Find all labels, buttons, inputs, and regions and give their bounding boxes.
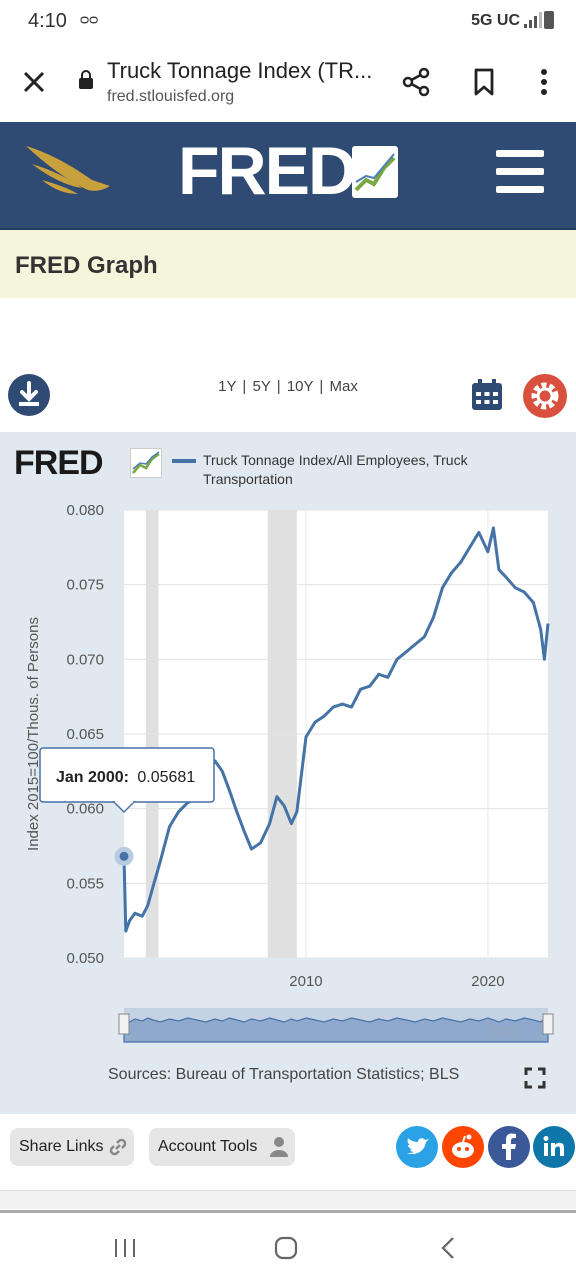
gear-icon[interactable] <box>523 374 567 418</box>
account-tools-label: Account Tools <box>158 1138 258 1155</box>
site-header <box>0 122 576 230</box>
tooltip-date: Jan 2000: <box>56 769 129 786</box>
range-5y-link[interactable]: 5Y <box>252 378 271 395</box>
y-tick-label: 0.070 <box>66 651 104 668</box>
x-axis-ticks: 2010 2020 <box>289 973 504 990</box>
legend-swatch <box>172 459 196 463</box>
navigator-year-label: 2020 <box>490 1024 519 1039</box>
grid-lines <box>124 509 548 959</box>
legend-label: Truck Tonnage Index/All Employees, Truck… <box>203 452 468 487</box>
range-1y-link[interactable]: 1Y <box>218 378 237 395</box>
twitter-icon[interactable] <box>396 1126 438 1168</box>
fullscreen-icon[interactable] <box>524 1067 546 1089</box>
y-tick-label: 0.060 <box>66 801 104 818</box>
chart-mini-logo-icon <box>130 448 162 478</box>
lock-icon <box>79 70 93 89</box>
series-line <box>122 526 550 933</box>
date-range-links: 1Y | 5Y | 10Y | Max <box>0 378 576 395</box>
navigator-left-handle[interactable] <box>118 1013 130 1035</box>
chart-fred-logo: FRED <box>14 444 104 482</box>
range-separator: | <box>276 378 281 395</box>
link-icon <box>109 1138 127 1156</box>
x-tick-label: 2010 <box>289 973 322 990</box>
share-icon[interactable] <box>400 66 432 98</box>
linkedin-icon[interactable] <box>533 1126 575 1168</box>
x-tick-label: 2020 <box>471 973 504 990</box>
eagle-logo-icon[interactable] <box>22 140 114 200</box>
reddit-icon[interactable] <box>442 1126 484 1168</box>
y-tick-label: 0.055 <box>66 875 104 892</box>
account-tools-button[interactable]: Account Tools <box>149 1128 295 1166</box>
more-options-icon[interactable] <box>530 66 558 98</box>
y-axis-label: Index 2015=100/Thous. of Persons <box>25 617 42 851</box>
facebook-icon[interactable] <box>488 1126 530 1168</box>
y-tick-label: 0.065 <box>66 726 104 743</box>
line-chart[interactable]: 0.080 0.075 0.070 0.065 0.060 0.055 0.050 2010… <box>0 490 576 1050</box>
system-navigation-bar <box>0 1210 576 1283</box>
calendar-icon[interactable] <box>470 378 504 412</box>
navigator-right-handle[interactable] <box>542 1013 554 1035</box>
hamburger-menu-icon[interactable] <box>496 150 544 194</box>
fred-logo[interactable]: FRED <box>178 133 357 209</box>
range-max-link[interactable]: Max <box>329 378 358 395</box>
home-icon[interactable] <box>273 1235 299 1261</box>
browser-toolbar <box>0 44 576 120</box>
page-url[interactable]: fred.stlouisfed.org <box>107 88 235 105</box>
y-tick-label: 0.080 <box>66 502 104 519</box>
range-separator: | <box>319 378 324 395</box>
user-icon <box>270 1137 288 1157</box>
range-separator: | <box>242 378 247 395</box>
bookmark-icon[interactable] <box>470 66 498 98</box>
graph-title: FRED Graph <box>15 252 158 279</box>
share-links-label: Share Links <box>19 1138 104 1155</box>
share-links-button[interactable]: Share Links <box>10 1128 134 1166</box>
network-label: 5G UC <box>471 12 520 29</box>
y-tick-label: 0.075 <box>66 577 104 594</box>
navigator-series <box>123 1016 549 1043</box>
page-title: Truck Tonnage Index (TR... <box>107 58 373 83</box>
y-axis-ticks: 0.080 0.075 0.070 0.065 0.060 0.055 0.050 <box>66 502 104 967</box>
download-icon[interactable] <box>8 374 50 416</box>
recent-apps-icon[interactable] <box>112 1235 138 1261</box>
graph-title-band <box>0 230 576 298</box>
status-time: 4:10 <box>28 10 67 32</box>
battery-icon <box>544 11 554 29</box>
back-icon[interactable] <box>436 1235 462 1261</box>
signal-icon <box>524 12 542 28</box>
fred-chart-logo-icon <box>352 146 398 198</box>
tooltip-value: 0.05681 <box>137 769 195 786</box>
svg-text:Jan 2000: 0.05681: Jan 2000: 0.05681 <box>56 769 195 786</box>
footer-divider <box>0 1190 576 1209</box>
hover-point-marker <box>114 846 134 866</box>
range-10y-link[interactable]: 10Y <box>286 378 314 395</box>
y-tick-label: 0.050 <box>66 950 104 967</box>
voicemail-icon: ᴑᴑ <box>80 11 99 28</box>
close-icon[interactable] <box>18 66 50 98</box>
tooltip: Jan 2000: 0.05681 <box>39 747 215 814</box>
status-bar <box>0 0 576 44</box>
sources-text: Sources: Bureau of Transportation Statis… <box>108 1066 460 1083</box>
